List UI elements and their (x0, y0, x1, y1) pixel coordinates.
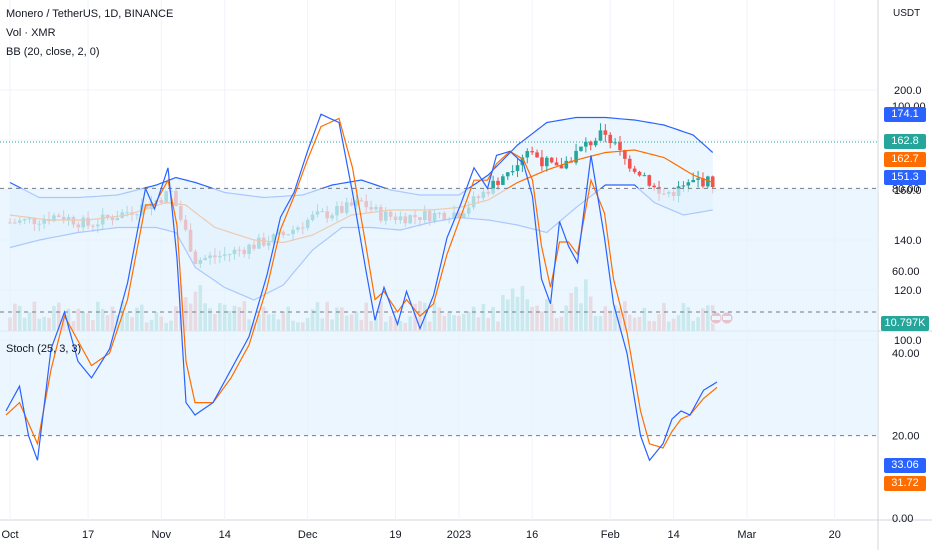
candle-body (579, 146, 583, 151)
time-tick-label: Dec (298, 529, 318, 541)
candle-body (647, 175, 652, 186)
candle-body (652, 185, 656, 188)
stochastic-legend[interactable]: Stoch (25, 3, 3) (6, 343, 82, 355)
candle-body (618, 142, 622, 150)
price-tick-label: 200.0 (894, 85, 922, 97)
bb-lower-tag: 151.3 (884, 170, 926, 185)
candle-body (545, 157, 549, 167)
stoch-tick-label: 0.00 (892, 513, 913, 525)
stoch-k-tag: 33.06 (884, 458, 926, 473)
candle-body (632, 168, 637, 172)
time-tick-label: Nov (151, 529, 171, 541)
time-tick-label: 14 (219, 529, 231, 541)
candle-body (588, 141, 593, 146)
candle-body (510, 171, 515, 173)
symbol-title[interactable]: Monero / TetherUS, 1D, BINANCE (6, 8, 174, 20)
time-tick-label: 2023 (447, 529, 471, 541)
price-tick-label: 160.0 (894, 185, 922, 197)
bb-basis-tag: 162.7 (884, 152, 926, 167)
volume-legend[interactable]: Vol · XMR (6, 27, 56, 39)
time-tick-label: Oct (1, 529, 18, 541)
candle-body (681, 185, 686, 187)
candle-body (535, 152, 539, 158)
candle-body (525, 151, 530, 158)
candle-body (608, 134, 613, 144)
time-tick-label: 17 (82, 529, 94, 541)
candle-body (686, 182, 691, 186)
stoch-tick-label: 80.00 (892, 183, 920, 195)
candle-body (623, 149, 627, 159)
currency-label: USDT (893, 8, 921, 19)
stochastic-k-line (5, 113, 718, 462)
time-tick-label: Mar (737, 529, 756, 541)
candle-body (584, 141, 588, 147)
bb-upper-tag: 174.1 (884, 107, 926, 122)
candle-body (515, 165, 520, 172)
candle-body (603, 130, 608, 135)
candle-body (593, 140, 598, 146)
stoch-tick-label: 20.00 (892, 431, 920, 443)
candle-body (627, 158, 632, 169)
bollinger-legend[interactable]: BB (20, close, 2, 0) (6, 46, 100, 58)
stoch-tick-label: 60.00 (892, 266, 920, 278)
time-tick-label: 16 (526, 529, 538, 541)
candle-body (501, 176, 505, 185)
time-tick-label: 14 (668, 529, 680, 541)
time-tick-label: 20 (829, 529, 841, 541)
volume-tag: 10.797K (881, 316, 929, 331)
time-tick-label: 19 (389, 529, 401, 541)
candle-body (496, 180, 500, 185)
stoch-tick-label: 40.00 (892, 348, 920, 360)
candle-body (540, 157, 544, 167)
candle-body (701, 178, 705, 187)
candle-body (559, 165, 564, 169)
candle-body (520, 157, 525, 166)
last-price-tag: 162.8 (884, 134, 926, 149)
time-tick-label: Feb (601, 529, 620, 541)
candle-body (691, 179, 695, 183)
candle-body (549, 157, 554, 163)
candle-body (491, 180, 495, 194)
candle-body (710, 176, 715, 188)
candle-body (613, 142, 617, 144)
stoch-d-tag: 31.72 (884, 476, 926, 491)
price-tick-label: 140.0 (894, 235, 922, 247)
price-tick-label: 100.0 (894, 335, 922, 347)
price-tick-label: 120.0 (894, 285, 922, 297)
candle-body (530, 151, 534, 153)
candle-body (505, 172, 510, 177)
candle-body (642, 175, 647, 177)
candle-body (706, 176, 710, 187)
candle-body (598, 130, 603, 141)
candle-body (554, 162, 559, 166)
candle-body (696, 178, 700, 180)
candle-body (637, 171, 642, 176)
candle-body (564, 160, 569, 169)
candle-body (574, 150, 578, 163)
